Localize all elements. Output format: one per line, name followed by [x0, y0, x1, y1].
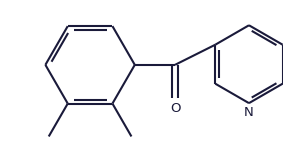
Text: N: N	[244, 106, 254, 119]
Text: O: O	[170, 102, 180, 115]
